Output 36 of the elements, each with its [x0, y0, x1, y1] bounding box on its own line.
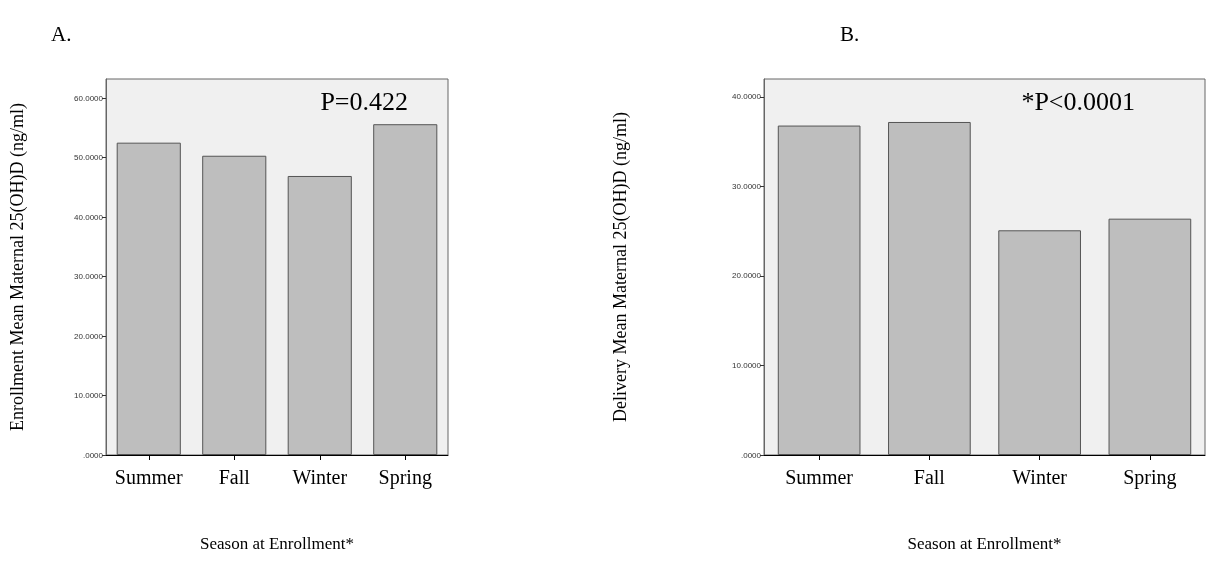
x-tick-label: Spring [378, 466, 432, 489]
x-tick-label: Summer [785, 466, 854, 488]
bar [202, 155, 267, 455]
x-tick-label: Fall [218, 466, 251, 488]
y-tick-label: 30.0000 [74, 272, 104, 282]
bar [373, 124, 438, 455]
x-tick-label: Winter [292, 466, 348, 488]
y-tick-label: 40.0000 [732, 92, 762, 102]
bar [777, 125, 861, 455]
x-axis-title: Season at Enrollment* [200, 534, 354, 553]
x-tick-label: Winter [1012, 466, 1068, 488]
y-tick-label: 50.0000 [74, 153, 104, 163]
x-tick-label: Summer [114, 466, 183, 488]
annotation: P=0.422 [320, 86, 408, 116]
y-tick-label: .0000 [740, 450, 762, 460]
y-tick-label: 60.0000 [74, 93, 104, 103]
y-tick-label: .0000 [82, 450, 104, 460]
y-tick-label: 40.0000 [74, 212, 104, 222]
y-tick-label: 10.0000 [732, 360, 762, 370]
x-tick-label: Fall [913, 466, 946, 488]
x-axis-title: Season at Enrollment* [907, 534, 1062, 553]
bar [888, 121, 971, 455]
bar [287, 175, 352, 455]
bar [998, 230, 1081, 455]
y-tick-label: 30.0000 [732, 181, 762, 191]
y-tick-label: 20.0000 [732, 271, 762, 281]
y-axis-title: Delivery Mean Maternal 25(OH)D (ng/ml) [610, 112, 631, 422]
bar [1108, 218, 1192, 455]
y-tick-label: 10.0000 [74, 391, 104, 401]
x-tick-label: Spring [1123, 466, 1177, 489]
bar [116, 142, 181, 455]
annotation: *P<0.0001 [1021, 86, 1135, 116]
y-axis-title: Enrollment Mean Maternal 25(OH)D (ng/ml) [7, 103, 28, 431]
y-tick-label: 20.0000 [74, 331, 104, 341]
chart-title: B. [840, 21, 860, 46]
chart-title: A. [51, 21, 72, 46]
